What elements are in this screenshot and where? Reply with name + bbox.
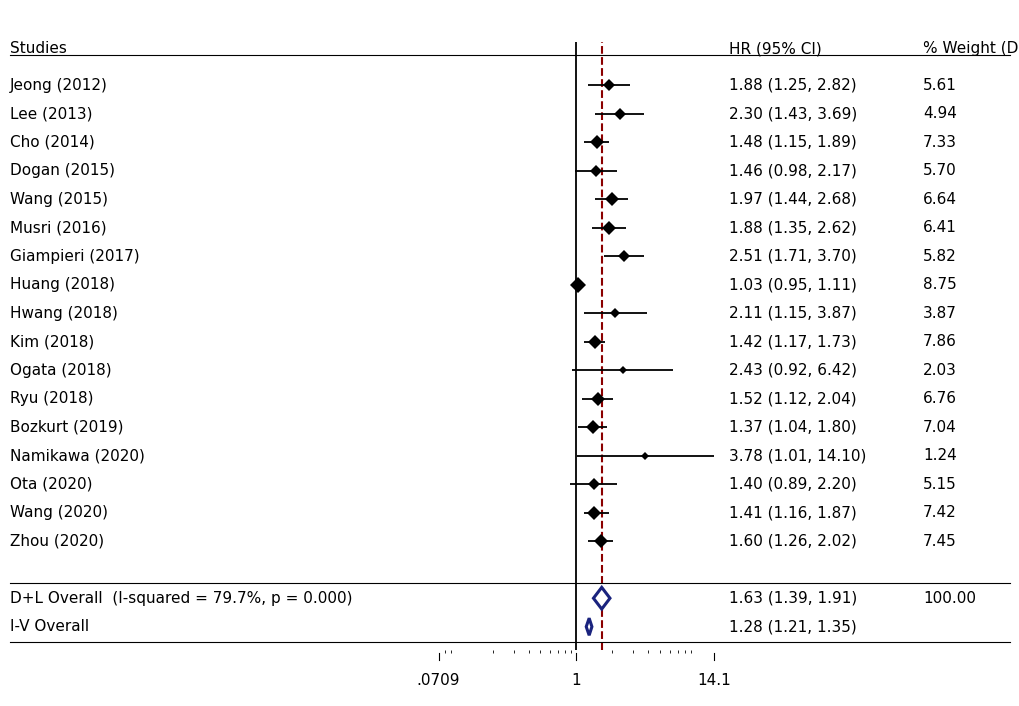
Text: 1.88 (1.35, 2.62): 1.88 (1.35, 2.62) <box>729 220 856 235</box>
Text: 4.94: 4.94 <box>922 106 956 121</box>
Text: 1.28 (1.21, 1.35): 1.28 (1.21, 1.35) <box>729 619 856 634</box>
Text: 100.00: 100.00 <box>922 591 975 606</box>
Text: .0709: .0709 <box>417 674 460 688</box>
Text: Studies: Studies <box>10 41 67 56</box>
Text: Dogan (2015): Dogan (2015) <box>10 163 115 178</box>
Text: Lee (2013): Lee (2013) <box>10 106 93 121</box>
Text: Bozkurt (2019): Bozkurt (2019) <box>10 419 123 435</box>
Text: Hwang (2018): Hwang (2018) <box>10 306 118 321</box>
Text: 2.03: 2.03 <box>922 363 956 378</box>
Text: 1.37 (1.04, 1.80): 1.37 (1.04, 1.80) <box>729 419 856 435</box>
Text: Jeong (2012): Jeong (2012) <box>10 78 108 92</box>
Text: 1.88 (1.25, 2.82): 1.88 (1.25, 2.82) <box>729 78 856 92</box>
Text: 1.40 (0.89, 2.20): 1.40 (0.89, 2.20) <box>729 477 856 491</box>
Text: 5.61: 5.61 <box>922 78 956 92</box>
Polygon shape <box>593 587 609 609</box>
Text: 2.11 (1.15, 3.87): 2.11 (1.15, 3.87) <box>729 306 856 321</box>
Text: 2.30 (1.43, 3.69): 2.30 (1.43, 3.69) <box>729 106 857 121</box>
Text: Huang (2018): Huang (2018) <box>10 277 115 292</box>
Text: Kim (2018): Kim (2018) <box>10 334 95 349</box>
Text: 3.78 (1.01, 14.10): 3.78 (1.01, 14.10) <box>729 448 866 463</box>
Text: Ryu (2018): Ryu (2018) <box>10 391 94 406</box>
Text: 1.52 (1.12, 2.04): 1.52 (1.12, 2.04) <box>729 391 856 406</box>
Text: 2.43 (0.92, 6.42): 2.43 (0.92, 6.42) <box>729 363 856 378</box>
Text: 7.33: 7.33 <box>922 135 956 150</box>
Text: 7.42: 7.42 <box>922 505 956 520</box>
Text: I-V Overall: I-V Overall <box>10 619 90 634</box>
Text: Ogata (2018): Ogata (2018) <box>10 363 112 378</box>
Text: Wang (2015): Wang (2015) <box>10 191 108 207</box>
Text: Wang (2020): Wang (2020) <box>10 505 108 520</box>
Text: 5.82: 5.82 <box>922 249 956 263</box>
Text: 7.04: 7.04 <box>922 419 956 435</box>
Text: 1.42 (1.17, 1.73): 1.42 (1.17, 1.73) <box>729 334 856 349</box>
Text: 1.97 (1.44, 2.68): 1.97 (1.44, 2.68) <box>729 191 856 207</box>
Text: 1: 1 <box>571 674 581 688</box>
Text: 1.63 (1.39, 1.91): 1.63 (1.39, 1.91) <box>729 591 857 606</box>
Text: 6.64: 6.64 <box>922 191 956 207</box>
Text: 14.1: 14.1 <box>696 674 731 688</box>
Text: Giampieri (2017): Giampieri (2017) <box>10 249 140 263</box>
Text: Ota (2020): Ota (2020) <box>10 477 93 491</box>
Text: Cho (2014): Cho (2014) <box>10 135 95 150</box>
Text: 1.46 (0.98, 2.17): 1.46 (0.98, 2.17) <box>729 163 856 178</box>
Text: D+L Overall  (I-squared = 79.7%, p = 0.000): D+L Overall (I-squared = 79.7%, p = 0.00… <box>10 591 353 606</box>
Text: Musri (2016): Musri (2016) <box>10 220 107 235</box>
Text: 2.51 (1.71, 3.70): 2.51 (1.71, 3.70) <box>729 249 856 263</box>
Text: 7.45: 7.45 <box>922 534 956 549</box>
Text: 7.86: 7.86 <box>922 334 956 349</box>
Text: 1.48 (1.15, 1.89): 1.48 (1.15, 1.89) <box>729 135 856 150</box>
Text: 3.87: 3.87 <box>922 306 956 321</box>
Text: % Weight (D+L): % Weight (D+L) <box>922 41 1019 56</box>
Text: Namikawa (2020): Namikawa (2020) <box>10 448 145 463</box>
Text: 5.15: 5.15 <box>922 477 956 491</box>
Text: 5.70: 5.70 <box>922 163 956 178</box>
Text: 1.41 (1.16, 1.87): 1.41 (1.16, 1.87) <box>729 505 856 520</box>
Text: Zhou (2020): Zhou (2020) <box>10 534 104 549</box>
Text: 1.24: 1.24 <box>922 448 956 463</box>
Text: 6.76: 6.76 <box>922 391 956 406</box>
Polygon shape <box>586 618 591 635</box>
Text: 1.60 (1.26, 2.02): 1.60 (1.26, 2.02) <box>729 534 856 549</box>
Text: 1.03 (0.95, 1.11): 1.03 (0.95, 1.11) <box>729 277 856 292</box>
Text: HR (95% CI): HR (95% CI) <box>729 41 821 56</box>
Text: 8.75: 8.75 <box>922 277 956 292</box>
Text: 6.41: 6.41 <box>922 220 956 235</box>
